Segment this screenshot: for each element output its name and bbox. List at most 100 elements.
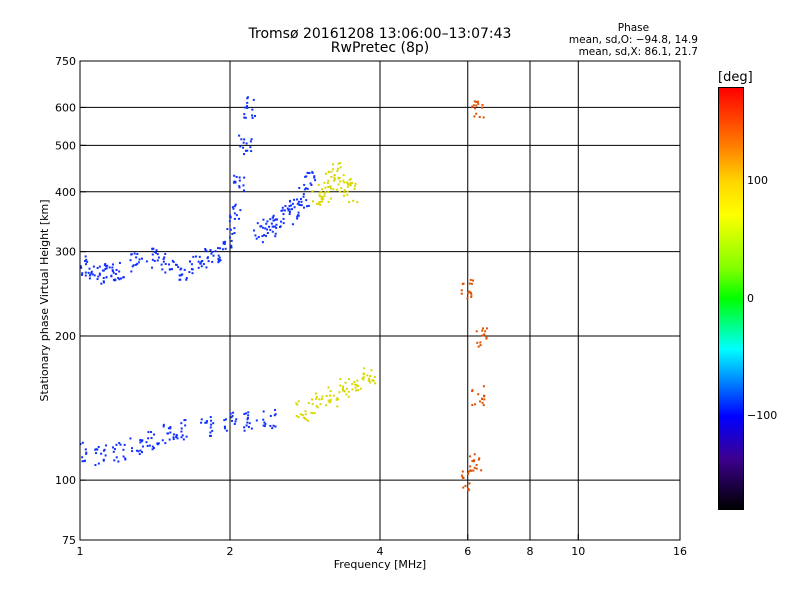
echo-point xyxy=(362,376,365,379)
echo-point xyxy=(246,106,249,109)
echo-point xyxy=(85,451,88,454)
echo-point xyxy=(94,464,97,467)
echo-point xyxy=(346,185,349,188)
echo-point xyxy=(345,387,348,390)
echo-point xyxy=(233,217,236,220)
echo-point xyxy=(169,268,172,271)
echo-point xyxy=(349,184,352,187)
echo-point xyxy=(351,383,354,386)
echo-point xyxy=(334,178,337,181)
echo-point xyxy=(233,205,236,208)
echo-point xyxy=(185,277,188,280)
echo-point xyxy=(263,234,266,237)
echo-point xyxy=(238,185,241,188)
echo-point xyxy=(261,226,264,229)
echo-point xyxy=(297,416,300,419)
echo-point xyxy=(224,247,227,250)
echo-point xyxy=(329,185,332,188)
echo-point xyxy=(153,259,156,262)
echo-point xyxy=(105,276,108,279)
echo-point xyxy=(296,217,299,220)
echo-point xyxy=(353,380,356,383)
echo-point xyxy=(164,263,167,266)
echo-point xyxy=(131,450,134,453)
echo-point xyxy=(475,104,478,107)
echo-point xyxy=(485,327,488,330)
x-tick-label: 4 xyxy=(377,545,384,558)
echo-point xyxy=(306,187,309,190)
echo-point xyxy=(474,403,477,406)
echo-point xyxy=(288,205,291,208)
y-axis-ticks: 75 100 200 300 400 500 600 750 xyxy=(55,55,86,547)
echo-point xyxy=(321,395,324,398)
echo-point xyxy=(118,270,121,273)
echo-point xyxy=(332,179,335,182)
echo-point xyxy=(151,253,154,256)
echo-point xyxy=(205,421,208,424)
echo-point xyxy=(372,379,375,382)
echo-point xyxy=(229,216,232,219)
echo-point xyxy=(130,270,133,273)
echo-point xyxy=(322,198,325,201)
chart-title: Tromsø 20161208 13:06:00–13:07:43 xyxy=(248,26,512,42)
echo-point xyxy=(242,189,245,192)
echo-point xyxy=(161,439,164,442)
echo-point xyxy=(354,386,357,389)
echo-point xyxy=(293,206,296,209)
echo-point xyxy=(115,456,118,459)
echo-point xyxy=(212,422,215,425)
echo-point xyxy=(271,230,274,233)
echo-point xyxy=(87,271,90,274)
echo-point xyxy=(97,445,100,448)
echo-point xyxy=(122,276,125,279)
echo-point xyxy=(244,149,247,152)
echo-point xyxy=(157,256,160,259)
echo-point xyxy=(234,203,237,206)
y-tick-label: 750 xyxy=(55,55,76,68)
echo-point xyxy=(261,241,264,244)
echo-point xyxy=(357,389,360,392)
echo-point xyxy=(184,424,187,427)
echo-point xyxy=(183,419,186,422)
echo-point xyxy=(180,436,183,439)
echo-point xyxy=(467,487,470,490)
echo-point xyxy=(471,105,474,108)
echo-point xyxy=(263,421,266,424)
y-tick-label: 100 xyxy=(55,474,76,487)
echo-point xyxy=(211,260,214,263)
echo-point xyxy=(162,423,165,426)
echo-point xyxy=(81,273,84,276)
echo-point xyxy=(231,232,234,235)
echo-point xyxy=(233,212,236,215)
echo-point xyxy=(114,273,117,276)
echo-point xyxy=(295,414,298,417)
echo-point xyxy=(225,429,228,432)
echo-point xyxy=(223,419,226,422)
echo-point xyxy=(319,203,322,206)
echo-point xyxy=(234,420,237,423)
echo-point xyxy=(273,225,276,228)
echo-point xyxy=(473,459,476,462)
echo-point xyxy=(103,448,106,451)
echo-point xyxy=(105,444,108,447)
echo-point xyxy=(317,183,320,186)
echo-point xyxy=(462,476,465,479)
echo-point xyxy=(366,374,369,377)
echo-point xyxy=(298,203,301,206)
echo-point xyxy=(122,448,125,451)
echo-point xyxy=(179,278,182,281)
echo-point xyxy=(468,455,471,458)
echo-point xyxy=(477,100,480,103)
echo-point xyxy=(353,187,356,190)
echo-point xyxy=(470,282,473,285)
echo-point xyxy=(156,442,159,445)
echo-point xyxy=(113,459,116,462)
echo-point xyxy=(481,106,484,109)
echo-point xyxy=(306,205,309,208)
echo-point xyxy=(132,264,135,267)
echo-point xyxy=(194,255,197,258)
echo-point xyxy=(362,373,365,376)
echo-point xyxy=(354,185,357,188)
echo-point xyxy=(311,398,314,401)
echo-point xyxy=(346,182,349,185)
